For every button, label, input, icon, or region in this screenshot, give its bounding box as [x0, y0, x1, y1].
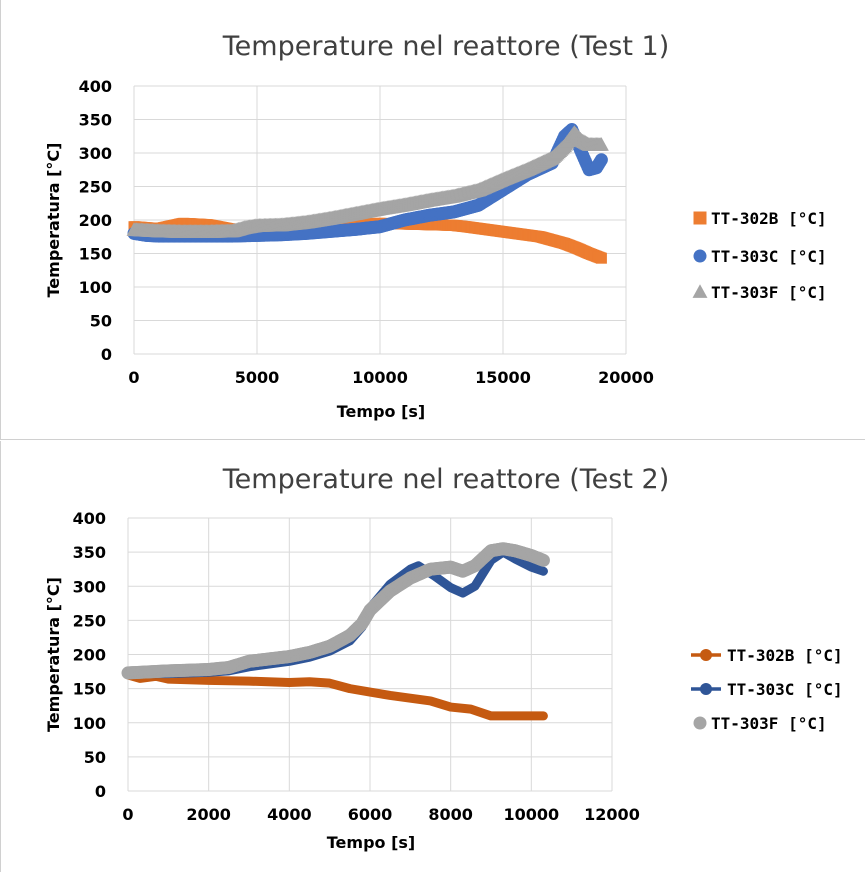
y-tick-label: 200: [73, 646, 106, 665]
legend-label: TT-303C [°C]: [727, 680, 843, 699]
y-tick-label: 200: [79, 211, 112, 230]
x-axis-label: Tempo [s]: [337, 402, 425, 421]
x-tick-label: 8000: [428, 805, 473, 824]
chart-title: Temperature nel reattore (Test 2): [222, 464, 669, 495]
y-tick-label: 100: [73, 714, 106, 733]
legend-label: TT-303F [°C]: [711, 283, 827, 302]
series-line: [123, 547, 548, 679]
y-tick-label: 150: [73, 680, 106, 699]
legend-marker: [700, 683, 712, 695]
y-tick-label: 0: [95, 782, 106, 801]
y-axis-label: Temperatura [°C]: [44, 143, 63, 298]
legend-entry: TT-302B [°C]: [693, 209, 827, 228]
legend-entry: TT-302B [°C]: [691, 646, 843, 665]
legend-label: TT-302B [°C]: [727, 646, 843, 665]
chart-panel-test-1: Temperature nel reattore (Test 1) 0 5000 10…: [0, 0, 865, 440]
x-tick-label: 0: [128, 368, 139, 387]
data-point: [536, 553, 550, 567]
x-tick-label: 10000: [503, 805, 559, 824]
data-point: [594, 153, 608, 167]
y-tick-label: 350: [73, 543, 106, 562]
data-point: [593, 137, 609, 151]
data-point: [595, 252, 607, 264]
x-axis-label: Tempo [s]: [327, 833, 415, 852]
y-tick-label: 250: [73, 611, 106, 630]
y-axis-label: Temperatura [°C]: [44, 577, 63, 732]
y-tick-label: 350: [79, 111, 112, 130]
series-2: [123, 547, 548, 679]
x-tick-label: 20000: [598, 368, 654, 387]
legend-entry: TT-303C [°C]: [691, 680, 843, 699]
y-tick-label: 150: [79, 245, 112, 264]
x-tick-label: 5000: [235, 368, 280, 387]
x-tick-label: 10000: [352, 368, 408, 387]
chart-test-2: Temperature nel reattore (Test 2)0 2000 40…: [44, 464, 843, 852]
series-3: [121, 542, 550, 680]
y-tick-label: 50: [84, 748, 106, 767]
legend-marker: [700, 649, 712, 661]
legend-marker: [693, 716, 707, 730]
x-tick-label: 6000: [348, 805, 393, 824]
legend-label: TT-303C [°C]: [711, 247, 827, 266]
y-tick-label: 0: [101, 345, 112, 364]
y-tick-label: 300: [73, 577, 106, 596]
y-tick-label: 400: [73, 509, 106, 528]
y-tick-label: 300: [79, 144, 112, 163]
x-tick-label: 12000: [584, 805, 640, 824]
x-tick-label: 0: [122, 805, 133, 824]
series-line: [123, 670, 548, 721]
series-1: [123, 670, 548, 721]
x-tick-label: 15000: [475, 368, 531, 387]
legend-entry: TT-303F [°C]: [692, 283, 827, 302]
chart-title: Temperature nel reattore (Test 1): [222, 31, 669, 62]
legend-label: TT-302B [°C]: [711, 209, 827, 228]
legend-entry: TT-303C [°C]: [693, 247, 827, 266]
y-tick-label: 400: [79, 77, 112, 96]
legend-entry: TT-303F [°C]: [693, 714, 827, 733]
y-tick-label: 100: [79, 278, 112, 297]
gridlines: [133, 85, 627, 355]
legend-marker: [693, 211, 707, 225]
legend-label: TT-303F [°C]: [711, 714, 827, 733]
x-tick-label: 4000: [267, 805, 312, 824]
chart-test-1: Temperature nel reattore (Test 1) 0 5000 10…: [44, 31, 827, 421]
y-tick-label: 250: [79, 178, 112, 197]
legend-marker: [693, 249, 707, 263]
x-tick-label: 2000: [186, 805, 231, 824]
legend-marker: [692, 284, 708, 298]
chart-panel-test-2: Temperature nel reattore (Test 2) 0 2000 40…: [0, 441, 865, 872]
series-3: [126, 125, 609, 238]
y-tick-label: 50: [90, 312, 112, 331]
